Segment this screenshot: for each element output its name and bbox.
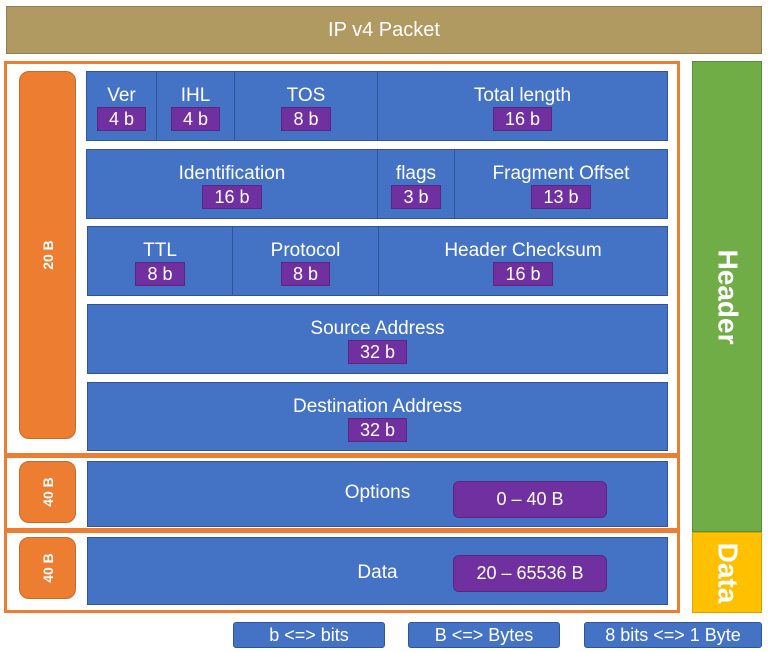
field-ver: Ver 4 b <box>87 72 157 140</box>
header-row-3: TTL 8 b Protocol 8 b Header Checksum 16 … <box>87 226 668 296</box>
data-range-badge: 20 – 65536 B <box>453 555 607 592</box>
header-size-pill: 20 B <box>19 71 76 439</box>
field-bits-badge: 3 b <box>391 185 441 209</box>
header-side-text: Header <box>712 249 743 344</box>
field-name: Destination Address <box>293 395 462 417</box>
header-row-2: Identification 16 b flags 3 b Fragment O… <box>86 149 668 219</box>
field-name: IHL <box>180 85 211 106</box>
field-fragment-offset: Fragment Offset 13 b <box>455 150 667 218</box>
legend-bits: b <=> bits <box>233 622 385 648</box>
field-name: Ver <box>107 85 136 106</box>
field-name: Source Address <box>310 318 445 339</box>
field-total-length: Total length 16 b <box>378 72 667 140</box>
data-label: Data <box>357 562 398 583</box>
legend-bytes: B <=> Bytes <box>408 622 560 648</box>
data-size-label: 40 B <box>39 553 56 583</box>
options-range-badge: 0 – 40 B <box>453 481 607 518</box>
field-bits-badge: 16 b <box>492 107 553 131</box>
header-side-label: Header <box>692 61 762 532</box>
field-name: Protocol <box>270 240 341 261</box>
field-name: Total length <box>473 85 572 106</box>
data-size-pill: 40 B <box>19 537 76 599</box>
field-header-checksum: Header Checksum 16 b <box>379 227 667 295</box>
field-bits-badge: 32 b <box>347 340 408 364</box>
field-bits-badge: 8 b <box>280 262 331 286</box>
packet-title: IP v4 Packet <box>6 6 762 54</box>
field-source-address: Source Address 32 b <box>88 305 667 373</box>
field-name: TTL <box>143 240 177 261</box>
field-destination-address: Destination Address 32 b <box>88 383 667 450</box>
field-bits-badge: 13 b <box>531 185 591 209</box>
field-identification: Identification 16 b <box>87 150 378 218</box>
field-flags: flags 3 b <box>378 150 455 218</box>
data-side-label: Data <box>692 532 762 613</box>
field-name: Fragment Offset <box>492 163 630 184</box>
field-ttl: TTL 8 b <box>88 227 233 295</box>
field-bits-badge: 8 b <box>135 262 185 286</box>
field-ihl: IHL 4 b <box>157 72 235 140</box>
header-row-1: Ver 4 b IHL 4 b TOS 8 b Total length 16 … <box>86 71 668 141</box>
field-bits-badge: 16 b <box>202 185 262 209</box>
legend-bits-per-byte: 8 bits <=> 1 Byte <box>584 622 762 648</box>
field-tos: TOS 8 b <box>235 72 378 140</box>
header-size-label: 20 B <box>39 240 56 270</box>
field-name: Header Checksum <box>444 240 602 261</box>
field-name: flags <box>395 163 437 184</box>
options-size-label: 40 B <box>39 477 56 507</box>
options-label: Options <box>344 482 411 503</box>
header-row-4: Source Address 32 b <box>87 304 668 374</box>
field-name: TOS <box>286 85 326 106</box>
options-size-pill: 40 B <box>19 461 76 523</box>
field-bits-badge: 4 b <box>170 107 221 131</box>
field-bits-badge: 4 b <box>96 107 147 131</box>
field-bits-badge: 8 b <box>281 107 331 131</box>
data-side-text: Data <box>711 542 743 603</box>
field-name: Identification <box>178 163 286 184</box>
field-protocol: Protocol 8 b <box>233 227 379 295</box>
field-bits-badge: 32 b <box>347 417 408 442</box>
field-bits-badge: 16 b <box>493 262 553 286</box>
header-row-5: Destination Address 32 b <box>87 382 668 451</box>
